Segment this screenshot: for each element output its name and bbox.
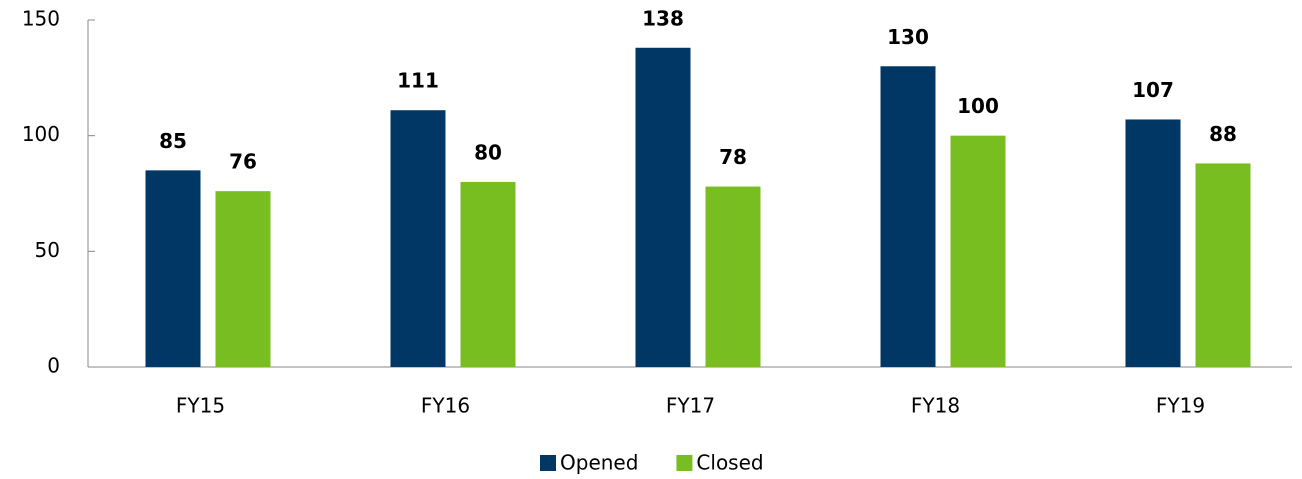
value-label: 100 (957, 94, 999, 118)
y-tick-label: 150 (22, 7, 60, 31)
value-label: 85 (159, 129, 187, 153)
bar (1125, 119, 1181, 368)
bar (460, 181, 516, 367)
bar (145, 170, 201, 367)
y-tick-label: 0 (47, 354, 60, 378)
y-tick-label: 100 (22, 122, 60, 146)
legend-label: Closed (696, 451, 763, 475)
y-tick-label: 50 (35, 238, 60, 262)
x-tick-label: FY15 (176, 394, 225, 418)
x-tick-label: FY17 (666, 394, 715, 418)
value-label: 76 (229, 150, 257, 174)
value-label: 138 (642, 6, 684, 30)
x-tick-label: FY16 (421, 394, 470, 418)
x-tick-label: FY18 (911, 394, 960, 418)
bar (390, 110, 446, 367)
value-label: 80 (474, 140, 502, 164)
legend-swatch (676, 455, 693, 471)
value-label: 88 (1209, 122, 1237, 146)
bar (950, 135, 1006, 367)
bar (1195, 163, 1251, 367)
bar (880, 66, 936, 368)
bar (635, 47, 691, 367)
value-label: 111 (397, 69, 439, 93)
legend-label: Opened (560, 451, 638, 475)
value-label: 78 (719, 145, 747, 169)
x-tick-label: FY19 (1156, 394, 1205, 418)
value-label: 130 (887, 25, 929, 49)
bar (705, 186, 761, 367)
value-label: 107 (1132, 78, 1174, 102)
bar (215, 191, 271, 367)
legend-swatch (540, 455, 556, 471)
